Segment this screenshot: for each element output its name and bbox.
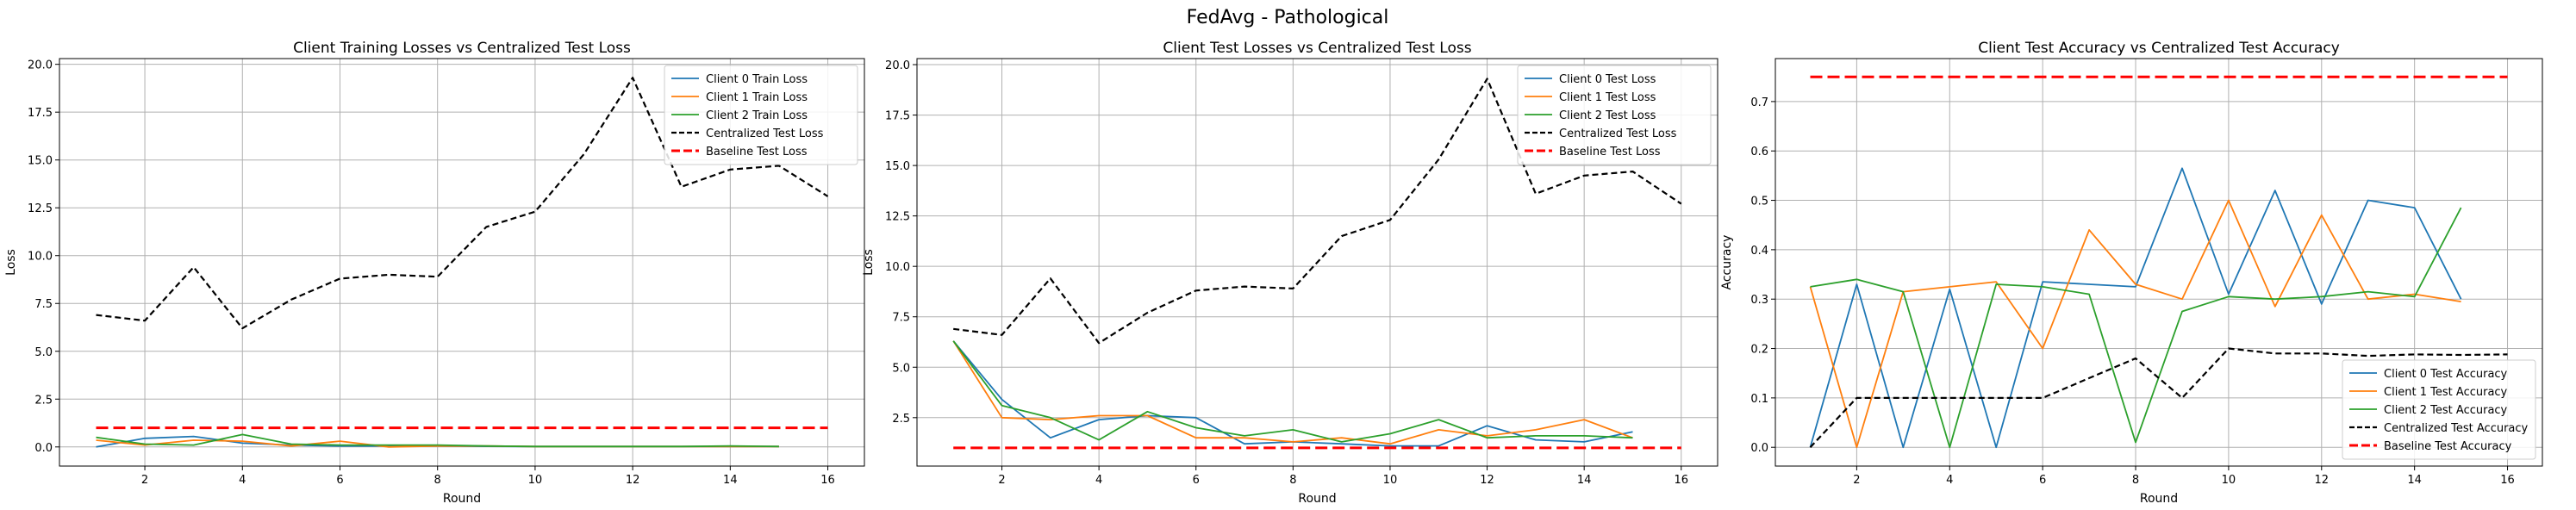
x-tick-label: 2: [141, 474, 148, 487]
series-line-2: [952, 340, 1633, 445]
y-tick-label: 0.0: [34, 442, 53, 455]
y-tick-label: 20.0: [885, 59, 910, 72]
x-tick-label: 14: [723, 474, 738, 487]
y-tick-label: 0.2: [1750, 344, 1768, 357]
x-tick-label: 8: [434, 474, 441, 487]
legend-box: [1517, 65, 1712, 165]
y-tick-label: 5.0: [34, 346, 53, 359]
y-tick-label: 2.5: [892, 413, 910, 426]
y-tick-label: 0.6: [1750, 146, 1768, 159]
plot-frame: [916, 58, 1718, 467]
y-tick-label: 0.0: [1750, 442, 1768, 455]
legend-box: [664, 65, 858, 165]
series-line-3: [96, 433, 779, 448]
legend-label: Centralized Test Accuracy: [2384, 422, 2529, 435]
y-tick-label: 0.5: [1750, 196, 1768, 208]
legend-label: Baseline Test Loss: [706, 146, 808, 159]
legend-label: Baseline Test Accuracy: [2384, 440, 2512, 453]
chart-title: Client Test Losses vs Centralized Test L…: [1163, 40, 1471, 57]
x-axis-label: Round: [2140, 492, 2178, 506]
legend-label: Client 1 Test Loss: [1559, 91, 1656, 104]
y-axis-label: Loss: [4, 249, 18, 276]
legend-label: Centralized Test Loss: [706, 128, 824, 140]
series-line-4: [1809, 347, 2508, 448]
y-tick-label: 5.0: [892, 362, 910, 375]
plot-frame: [1775, 58, 2543, 467]
x-tick-label: 4: [1095, 474, 1102, 487]
x-tick-label: 16: [1674, 474, 1688, 487]
y-tick-label: 15.0: [885, 160, 910, 173]
y-axis-label: Loss: [862, 249, 876, 276]
chart-title: Client Test Accuracy vs Centralized Test…: [1978, 40, 2340, 57]
x-tick-label: 2: [998, 474, 1005, 487]
y-tick-label: 0.3: [1750, 294, 1768, 307]
x-tick-label: 10: [1383, 474, 1398, 487]
y-tick-label: 12.5: [28, 202, 53, 215]
x-tick-label: 4: [1946, 474, 1953, 487]
y-tick-label: 7.5: [892, 312, 910, 325]
legend-label: Client 0 Train Loss: [706, 73, 808, 86]
legend-label: Client 2 Test Loss: [1559, 109, 1656, 122]
chart-panel-3: Client Test Accuracy vs Centralized Test…: [1720, 40, 2543, 506]
x-tick-label: 4: [239, 474, 246, 487]
y-tick-label: 20.0: [28, 59, 53, 72]
y-tick-label: 0.1: [1750, 393, 1768, 406]
y-tick-label: 12.5: [885, 211, 910, 224]
legend-label: Client 2 Test Accuracy: [2384, 404, 2508, 417]
chart-panel-1: Client Training Losses vs Centralized Te…: [4, 40, 865, 506]
series-line-3: [1810, 207, 2462, 449]
legend-label: Client 0 Test Loss: [1559, 73, 1656, 86]
x-tick-label: 12: [1480, 474, 1494, 487]
x-tick-label: 16: [2500, 474, 2515, 487]
x-tick-label: 10: [2222, 474, 2236, 487]
x-tick-label: 12: [626, 474, 640, 487]
y-tick-label: 10.0: [28, 251, 53, 264]
legend-label: Client 2 Train Loss: [706, 109, 808, 122]
legend: Client 0 Test Accuracy Client 1 Test Accu…: [2342, 359, 2536, 460]
y-tick-label: 17.5: [28, 107, 53, 120]
legend-label: Centralized Test Loss: [1559, 128, 1677, 140]
y-tick-label: 0.7: [1750, 96, 1768, 109]
x-axis-label: Round: [1298, 492, 1336, 506]
x-tick-label: 6: [1193, 474, 1200, 487]
series-line-4: [96, 77, 829, 330]
x-tick-label: 2: [1853, 474, 1860, 487]
x-tick-label: 14: [2407, 474, 2422, 487]
y-tick-label: 17.5: [885, 110, 910, 123]
x-tick-label: 12: [2315, 474, 2330, 487]
legend: Client 0 Test Loss Client 1 Test Loss Clie…: [1517, 65, 1712, 165]
legend-label: Baseline Test Loss: [1559, 146, 1661, 159]
chart-panel-2: Client Test Losses vs Centralized Test L…: [862, 40, 1718, 506]
x-axis-label: Round: [443, 492, 481, 506]
legend: Client 0 Train Loss Client 1 Train Loss Cl…: [664, 65, 858, 165]
x-tick-label: 14: [1577, 474, 1592, 487]
legend-box: [2342, 359, 2536, 460]
series-line-3: [952, 340, 1633, 443]
legend-label: Client 1 Train Loss: [706, 91, 808, 104]
x-tick-label: 10: [528, 474, 543, 487]
series-line-4: [953, 78, 1682, 345]
x-tick-label: 6: [336, 474, 343, 487]
x-tick-label: 8: [2132, 474, 2139, 487]
legend-label: Client 0 Test Accuracy: [2384, 368, 2508, 381]
figure-suptitle: FedAvg - Pathological: [1187, 7, 1389, 28]
legend-label: Client 1 Test Accuracy: [2384, 386, 2508, 399]
y-tick-label: 7.5: [34, 298, 53, 311]
x-tick-label: 6: [2039, 474, 2046, 487]
x-tick-label: 8: [1289, 474, 1296, 487]
chart-title: Client Training Losses vs Centralized Te…: [293, 40, 631, 57]
plot-frame: [59, 58, 865, 467]
y-tick-label: 0.4: [1750, 245, 1768, 258]
series-line-1: [1809, 167, 2462, 449]
y-axis-label: Accuracy: [1720, 235, 1734, 290]
series-line-2: [1809, 199, 2461, 449]
y-tick-label: 10.0: [885, 261, 910, 274]
y-tick-label: 2.5: [34, 394, 53, 407]
x-tick-label: 16: [820, 474, 835, 487]
y-tick-label: 15.0: [28, 155, 53, 168]
